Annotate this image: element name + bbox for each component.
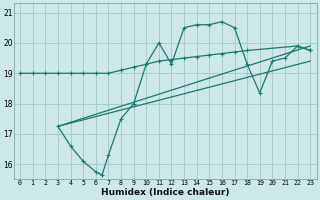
X-axis label: Humidex (Indice chaleur): Humidex (Indice chaleur): [101, 188, 229, 197]
